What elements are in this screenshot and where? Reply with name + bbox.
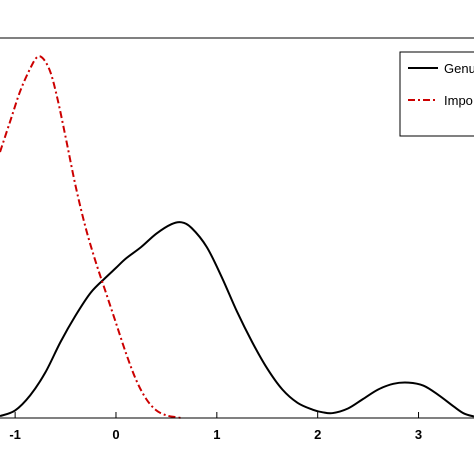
x-axis-ticks: -1 0 1 2 3	[9, 412, 422, 442]
x-tick-label-2: 1	[213, 427, 220, 442]
legend-box	[399, 51, 474, 137]
series-line-0	[0, 221, 474, 418]
chart-curves	[0, 55, 474, 419]
x-tick-label-1: 0	[112, 427, 119, 442]
legend-label-1: Impo	[444, 93, 473, 108]
x-tick-label-0: -1	[9, 427, 21, 442]
series-line-1	[0, 55, 182, 419]
plot-background	[0, 38, 474, 418]
legend: Genu Impo	[399, 51, 474, 137]
x-tick-label-4: 3	[415, 427, 422, 442]
x-tick-label-3: 2	[314, 427, 321, 442]
legend-label-0: Genu	[444, 61, 474, 76]
